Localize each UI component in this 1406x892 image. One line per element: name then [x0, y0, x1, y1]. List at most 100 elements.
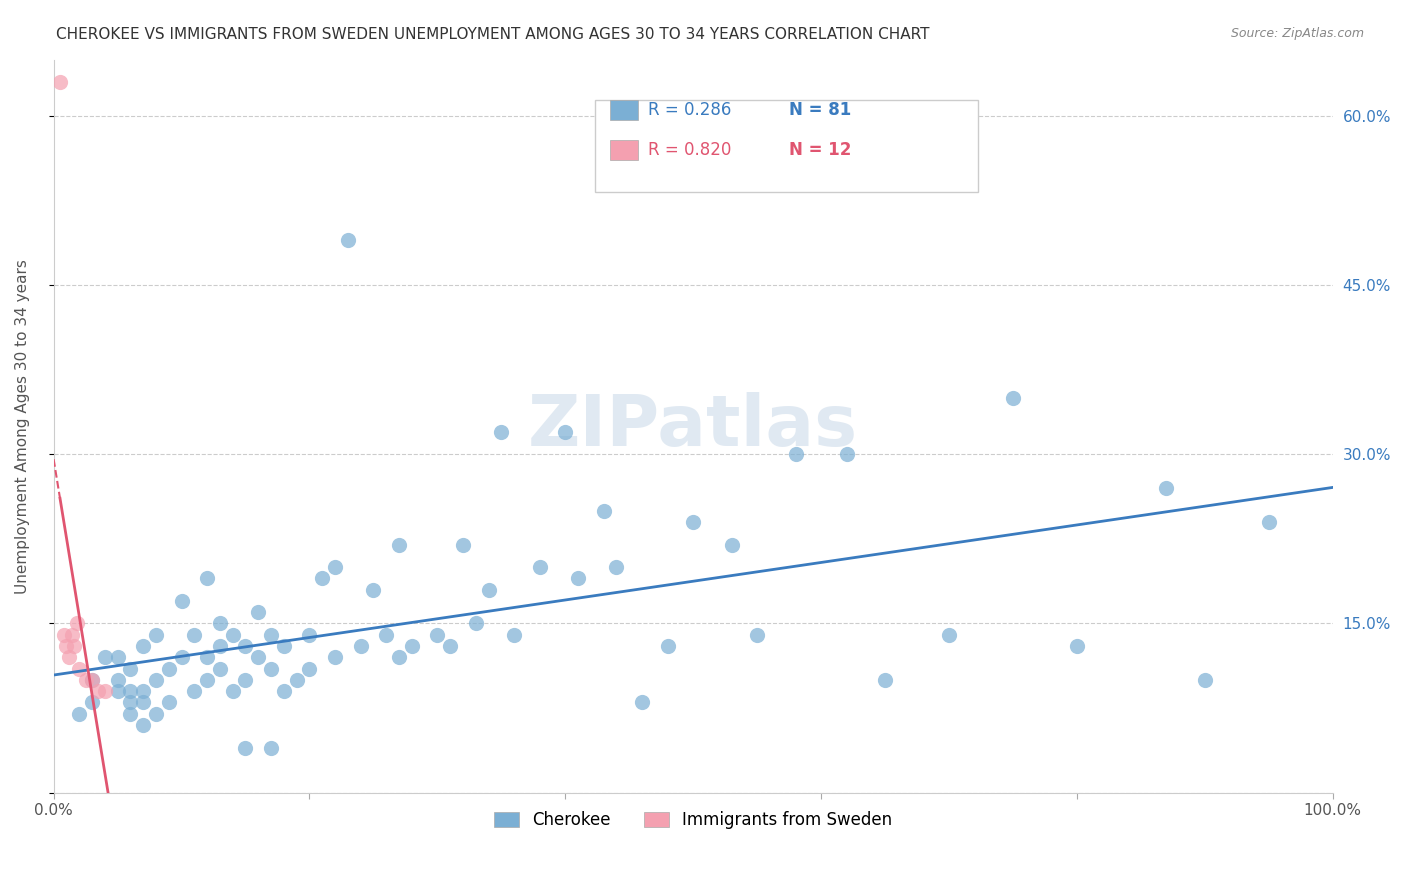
Point: [208, 662, 231, 676]
Point: [120, 662, 142, 676]
Text: R = 0.820: R = 0.820: [648, 141, 731, 159]
Point: [120, 695, 142, 709]
Point: [323, 650, 346, 665]
Point: [260, 628, 283, 642]
Point: [682, 515, 704, 529]
Point: [464, 616, 486, 631]
Point: [1066, 639, 1088, 653]
Point: [145, 706, 167, 721]
Point: [336, 233, 359, 247]
Point: [657, 639, 679, 653]
Text: Source: ZipAtlas.com: Source: ZipAtlas.com: [1230, 27, 1364, 40]
Point: [107, 673, 129, 687]
Point: [183, 684, 205, 698]
Point: [132, 639, 155, 653]
Point: [592, 504, 614, 518]
Point: [1257, 515, 1279, 529]
FancyBboxPatch shape: [595, 100, 979, 192]
Point: [145, 673, 167, 687]
Point: [938, 628, 960, 642]
Point: [311, 571, 333, 585]
Point: [605, 560, 627, 574]
Point: [388, 537, 411, 551]
Point: [835, 447, 858, 461]
Point: [388, 650, 411, 665]
Point: [631, 695, 654, 709]
Point: [1001, 391, 1024, 405]
Point: [49, 75, 72, 89]
Point: [235, 673, 257, 687]
Point: [554, 425, 576, 439]
Bar: [610, 139, 638, 160]
Point: [183, 628, 205, 642]
Point: [247, 605, 270, 619]
Text: N = 81: N = 81: [789, 101, 852, 120]
Point: [66, 616, 89, 631]
Point: [273, 684, 295, 698]
Point: [157, 662, 180, 676]
Point: [720, 537, 742, 551]
Point: [94, 684, 117, 698]
Point: [80, 673, 103, 687]
Legend: Cherokee, Immigrants from Sweden: Cherokee, Immigrants from Sweden: [488, 805, 900, 836]
Point: [285, 673, 308, 687]
Point: [107, 684, 129, 698]
Point: [132, 718, 155, 732]
Point: [491, 425, 513, 439]
Point: [132, 695, 155, 709]
Point: [120, 684, 142, 698]
Point: [94, 650, 117, 665]
Point: [170, 650, 193, 665]
Point: [260, 662, 283, 676]
Point: [132, 684, 155, 698]
Point: [208, 616, 231, 631]
Point: [1194, 673, 1216, 687]
Point: [439, 639, 461, 653]
Point: [80, 673, 103, 687]
Text: N = 12: N = 12: [789, 141, 852, 159]
Point: [298, 662, 321, 676]
Point: [375, 628, 398, 642]
Point: [747, 628, 769, 642]
Point: [60, 628, 83, 642]
Point: [145, 628, 167, 642]
Point: [349, 639, 371, 653]
Point: [195, 673, 218, 687]
Point: [157, 695, 180, 709]
Point: [1156, 481, 1178, 495]
Point: [298, 628, 321, 642]
Bar: [610, 100, 638, 120]
Point: [477, 582, 499, 597]
Point: [363, 582, 385, 597]
Point: [529, 560, 551, 574]
Point: [52, 628, 75, 642]
Point: [58, 650, 80, 665]
Point: [87, 684, 110, 698]
Point: [401, 639, 423, 653]
Text: R = 0.286: R = 0.286: [648, 101, 731, 120]
Point: [260, 740, 283, 755]
Point: [785, 447, 807, 461]
Point: [235, 639, 257, 653]
Point: [120, 706, 142, 721]
Point: [55, 639, 77, 653]
Point: [63, 639, 86, 653]
Point: [170, 594, 193, 608]
Point: [67, 662, 90, 676]
Point: [222, 628, 245, 642]
Point: [222, 684, 245, 698]
Point: [67, 706, 90, 721]
Text: ZIPatlas: ZIPatlas: [529, 392, 858, 460]
Point: [195, 650, 218, 665]
Text: CHEROKEE VS IMMIGRANTS FROM SWEDEN UNEMPLOYMENT AMONG AGES 30 TO 34 YEARS CORREL: CHEROKEE VS IMMIGRANTS FROM SWEDEN UNEMP…: [56, 27, 929, 42]
Point: [195, 571, 218, 585]
Point: [75, 673, 97, 687]
Point: [208, 639, 231, 653]
Point: [451, 537, 474, 551]
Point: [567, 571, 589, 585]
Point: [323, 560, 346, 574]
Point: [503, 628, 526, 642]
Point: [235, 740, 257, 755]
Point: [273, 639, 295, 653]
Point: [873, 673, 896, 687]
